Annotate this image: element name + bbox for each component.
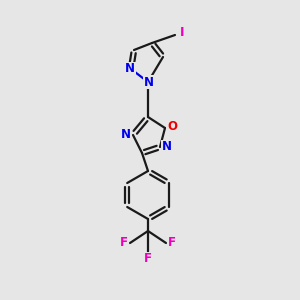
Text: N: N <box>125 62 135 76</box>
Text: N: N <box>162 140 172 154</box>
Text: O: O <box>167 119 177 133</box>
Text: I: I <box>180 26 184 38</box>
Text: N: N <box>144 76 154 88</box>
Text: F: F <box>120 236 128 250</box>
Text: N: N <box>121 128 131 142</box>
Text: F: F <box>144 253 152 266</box>
Text: F: F <box>168 236 176 250</box>
